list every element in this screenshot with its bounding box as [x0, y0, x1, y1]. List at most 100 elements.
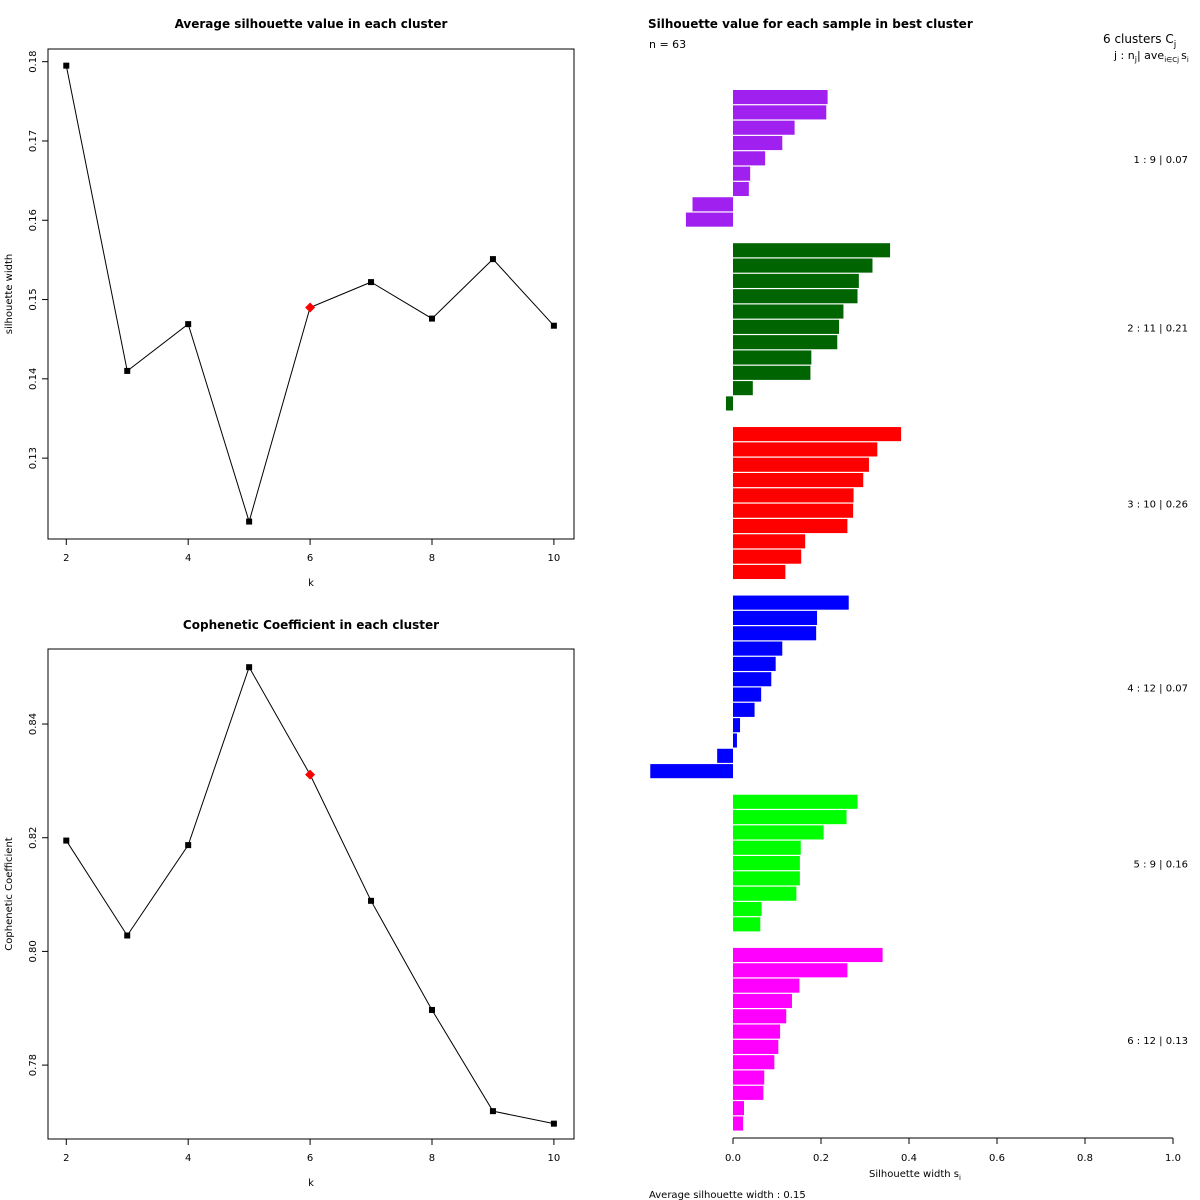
silhouette-bar — [733, 871, 800, 886]
silhouette-bar — [733, 947, 883, 963]
silhouette-y-axis-label: silhouette width — [4, 254, 15, 334]
silhouette-bar — [733, 978, 800, 993]
data-point — [368, 279, 375, 286]
silhouette-bar — [733, 825, 824, 840]
x-tick-label: 2 — [63, 1153, 69, 1164]
silhouette-bar — [733, 641, 783, 656]
silhouette-bar — [733, 457, 869, 472]
legend-title: 6 clusters Cj — [1103, 32, 1176, 50]
y-tick-label: 0.80 — [28, 940, 39, 962]
series-line — [65, 665, 554, 1125]
silhouette-bars — [650, 90, 902, 1131]
silhouette-bar — [733, 810, 847, 825]
silhouette-bar — [733, 258, 873, 273]
legend-title-main: 6 clusters C — [1103, 32, 1174, 46]
silhouette-bar — [733, 135, 783, 151]
cluster-label: 6 : 12 | 0.13 — [1127, 1036, 1188, 1047]
silhouette-panel-title: Average silhouette value in each cluster — [175, 17, 448, 31]
silhouette-bar — [733, 365, 811, 380]
legend-col-j-sub: j — [1134, 55, 1137, 64]
legend-col-s: s — [1181, 49, 1187, 62]
silhouette-bar — [733, 794, 858, 809]
silhouette-bar — [733, 840, 801, 855]
x-tick-label: 4 — [185, 1153, 191, 1164]
x-tick-label: 0.0 — [725, 1153, 741, 1164]
x-tick-label: 2 — [63, 553, 69, 564]
silhouette-bar — [685, 212, 733, 227]
silhouette-bar — [733, 549, 802, 564]
data-point — [63, 62, 70, 69]
silhouette-series — [63, 62, 557, 525]
average-silhouette-footer: Average silhouette width : 0.15 — [649, 1190, 806, 1200]
x-tick-label: 0.2 — [813, 1153, 829, 1164]
data-point — [428, 315, 435, 322]
silhouette-bar — [733, 687, 762, 702]
silhouette-bar — [717, 748, 733, 763]
data-point — [246, 664, 253, 671]
cophenetic-panel: Cophenetic Coefficient in each cluster k… — [4, 618, 575, 1189]
cophenetic-plot-box — [47, 648, 575, 1140]
cophenetic-y-axis: 0.78 0.80 0.82 0.84 — [28, 713, 49, 1076]
silhouette-bar — [733, 610, 818, 625]
silhouette-bar — [733, 488, 854, 503]
legend-col-ave: | ave — [1137, 49, 1164, 62]
y-tick-label: 0.13 — [28, 447, 39, 469]
silhouette-bar — [733, 350, 812, 365]
cluster-labels: 1 : 9 | 0.07 2 : 11 | 0.21 3 : 10 | 0.26 4 … — [1127, 155, 1188, 1047]
silhouette-bar — [733, 856, 800, 871]
silhouette-bar — [733, 718, 741, 733]
silhouette-plot-box — [47, 48, 575, 540]
best-k-marker — [305, 302, 316, 313]
sample-count-label: n = 63 — [649, 38, 686, 51]
x-tick-label: 6 — [307, 553, 313, 564]
silhouette-bar — [733, 273, 859, 288]
silhouette-x-axis-label: k — [308, 578, 314, 589]
best-k-marker — [305, 769, 316, 780]
legend-title-sub: j — [1173, 40, 1177, 50]
silhouette-width-axis-label: Silhouette width si — [869, 1169, 961, 1182]
sample-silhouette-title: Silhouette value for each sample in best… — [648, 17, 973, 31]
data-point — [550, 1120, 557, 1127]
y-tick-label: 0.18 — [28, 51, 39, 73]
silhouette-bar — [733, 672, 772, 687]
data-point — [368, 897, 375, 904]
silhouette-bar — [733, 564, 786, 580]
silhouette-bar — [692, 197, 733, 212]
x-tick-label: 1.0 — [1165, 1153, 1181, 1164]
x-tick-label: 0.6 — [989, 1153, 1005, 1164]
data-point — [185, 321, 192, 328]
data-point — [489, 1108, 496, 1115]
silhouette-panel: Average silhouette value in each cluster… — [4, 17, 575, 589]
cophenetic-x-axis-label: k — [308, 1178, 314, 1189]
x-tick-label: 10 — [548, 1153, 561, 1164]
y-tick-label: 0.84 — [28, 713, 39, 735]
silhouette-bar — [733, 733, 737, 748]
silhouette-bar — [733, 1055, 775, 1070]
legend-col-s-sub: i — [1187, 56, 1189, 64]
y-tick-label: 0.14 — [28, 368, 39, 390]
data-point — [124, 367, 131, 374]
silhouette-bar — [733, 1116, 744, 1131]
silhouette-bar — [733, 105, 827, 120]
silhouette-bar — [733, 901, 762, 917]
data-point — [124, 932, 131, 939]
x-tick-label: 10 — [548, 553, 561, 564]
silhouette-bar — [733, 1101, 744, 1116]
silhouette-bar — [733, 166, 751, 181]
silhouette-bar — [733, 886, 797, 901]
y-tick-label: 0.15 — [28, 288, 39, 310]
silhouette-bar — [733, 534, 806, 549]
y-tick-label: 0.16 — [28, 209, 39, 231]
x-tick-label: 0.4 — [901, 1153, 917, 1164]
silhouette-x-axis: 2 4 6 8 10 — [63, 538, 561, 564]
data-point — [550, 322, 557, 329]
silhouette-bar — [733, 427, 902, 442]
silhouette-bar — [733, 304, 844, 319]
cluster-label: 3 : 10 | 0.26 — [1127, 500, 1188, 511]
cluster-label: 1 : 9 | 0.07 — [1134, 155, 1188, 166]
silhouette-bar — [733, 243, 891, 258]
x-tick-label: 8 — [429, 1153, 435, 1164]
x-tick-label: 0.8 — [1077, 1153, 1093, 1164]
silhouette-bar — [733, 335, 838, 350]
